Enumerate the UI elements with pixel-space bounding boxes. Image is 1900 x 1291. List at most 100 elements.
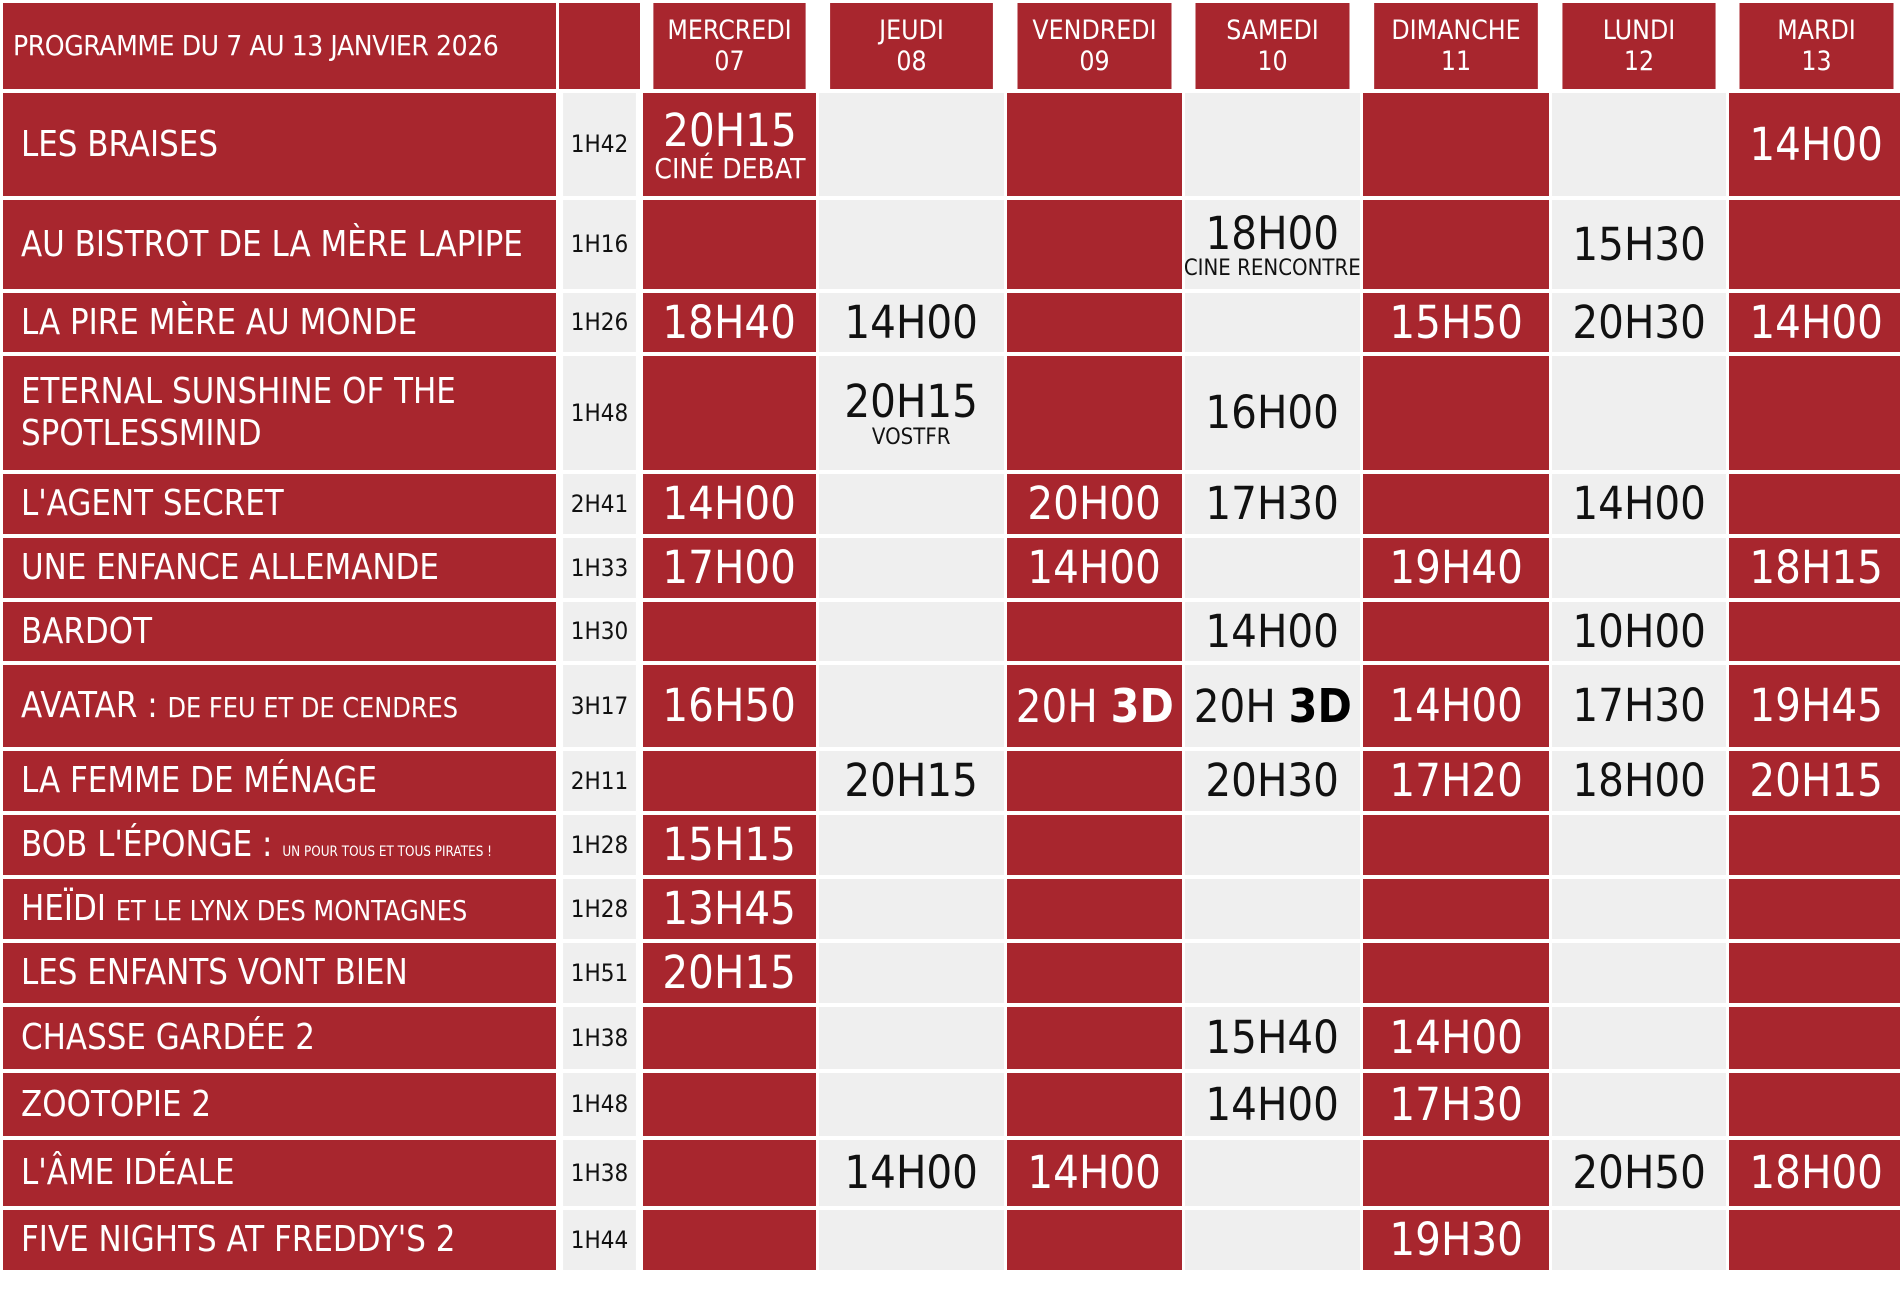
movie-title-cell: AVATAR : DE FEU ET DE CENDRES (3, 665, 556, 747)
movie-duration: 1H48 (563, 356, 636, 470)
showtime-time: 15H30 (1572, 217, 1706, 271)
showtime-cell-dimanche: 14H00 (1363, 1007, 1549, 1069)
showtime: 14H00 (1206, 1080, 1340, 1130)
showtime-cell-lundi: 10H00 (1552, 602, 1726, 661)
showtime-cell-mercredi (643, 1140, 816, 1206)
showtime-time: 20H (1015, 679, 1098, 733)
movie-duration: 1H42 (563, 93, 636, 196)
showtime-cell-samedi: 20H 3D (1185, 665, 1360, 747)
day-header-jeudi: JEUDI 08 (830, 3, 993, 89)
showtime-time: 13H45 (662, 882, 797, 936)
showtime-note: CINÉ DEBAT (653, 152, 806, 186)
showtime-time: 20H15 (844, 754, 979, 808)
showtime: 20H30 (1206, 756, 1340, 806)
movie-title-cell: LES BRAISES (3, 93, 556, 196)
showtime: 14H00 (663, 479, 797, 529)
movie-title-main: HEÏDI (21, 888, 116, 930)
movie-title-cell: BOB L'ÉPONGE : UN POUR TOUS ET TOUS PIRA… (3, 815, 556, 875)
showtime: 14H00 (1389, 1013, 1523, 1063)
showtime-cell-lundi (1552, 538, 1726, 598)
showtime-cell-jeudi (819, 665, 1004, 747)
showtime-cell-vendredi (1007, 602, 1182, 661)
showtime-cell-mercredi (643, 602, 816, 661)
showtime: 20H15 CINÉ DEBAT (654, 106, 805, 184)
showtime-cell-samedi (1185, 1210, 1360, 1270)
showtime-cell-mardi (1729, 815, 1900, 875)
showtime: 20H15 (845, 756, 979, 806)
showtime: 15H40 (1206, 1013, 1340, 1063)
showtime-cell-dimanche (1363, 943, 1549, 1003)
movie-duration: 1H16 (563, 200, 636, 289)
showtime-cell-jeudi (819, 93, 1004, 196)
showtime-cell-lundi: 20H50 (1552, 1140, 1726, 1206)
movie-title-cell: L'ÂME IDÉALE (3, 1140, 556, 1206)
showtime-time: 15H50 (1389, 295, 1523, 349)
showtime-cell-lundi: 14H00 (1552, 474, 1726, 534)
showtime-cell-mardi: 18H00 (1729, 1140, 1900, 1206)
showtime-cell-dimanche: 17H20 (1363, 751, 1549, 811)
movie-duration: 1H51 (563, 943, 636, 1003)
showtime-cell-samedi: 14H00 (1185, 1073, 1360, 1136)
showtime: 14H00 (845, 1148, 979, 1198)
showtime-cell-vendredi (1007, 1210, 1182, 1270)
movie-title: UNE ENFANCE ALLEMANDE (21, 547, 439, 589)
showtime-cell-jeudi (819, 602, 1004, 661)
showtime-cell-vendredi (1007, 293, 1182, 352)
showtime-cell-dimanche: 15H50 (1363, 293, 1549, 352)
movie-title-cell: BARDOT (3, 602, 556, 661)
showtime-cell-mardi (1729, 879, 1900, 939)
showtime-cell-mercredi (643, 356, 816, 470)
day-name: SAMEDI (1226, 14, 1319, 46)
showtime-time: 14H00 (1389, 1011, 1523, 1065)
movie-duration: 2H41 (563, 474, 636, 534)
showtime-cell-mercredi: 20H15 CINÉ DEBAT (643, 93, 816, 196)
showtime-cell-dimanche (1363, 879, 1549, 939)
showtime: 20H30 (1572, 298, 1706, 348)
showtime-cell-samedi (1185, 879, 1360, 939)
showtime: 14H00 (1028, 1148, 1162, 1198)
showtime: 20H15 (663, 948, 797, 998)
movie-title: LA FEMME DE MÉNAGE (21, 760, 378, 802)
showtime: 18H00 (1750, 1148, 1884, 1198)
showtime-time: 15H40 (1205, 1011, 1340, 1065)
showtime-time: 17H00 (662, 541, 797, 595)
showtime-cell-mercredi (643, 200, 816, 289)
showtime: 13H45 (663, 884, 797, 934)
showtime-cell-mardi: 18H15 (1729, 538, 1900, 598)
movie-duration: 3H17 (563, 665, 636, 747)
day-header-vendredi: VENDREDI 09 (1017, 3, 1172, 89)
showtime-cell-mercredi (643, 751, 816, 811)
showtime-cell-jeudi (819, 538, 1004, 598)
showtime-cell-jeudi (819, 1210, 1004, 1270)
showtime: 17H20 (1389, 756, 1523, 806)
showtime: 18H40 (663, 298, 797, 348)
showtime-cell-vendredi (1007, 1073, 1182, 1136)
programme-title: PROGRAMME DU 7 AU 13 JANVIER 2026 (3, 3, 556, 89)
showtime-cell-lundi (1552, 943, 1726, 1003)
showtime-time: 16H50 (662, 679, 797, 733)
showtime-cell-lundi (1552, 1007, 1726, 1069)
showtime: 15H15 (663, 820, 797, 870)
movie-duration: 1H44 (563, 1210, 636, 1270)
format-3d-badge: 3D (1288, 678, 1352, 733)
showtime-cell-dimanche (1363, 93, 1549, 196)
showtime: 14H00 (845, 298, 979, 348)
day-name: DIMANCHE (1391, 14, 1521, 46)
showtime-cell-mardi (1729, 1073, 1900, 1136)
showtime-cell-vendredi (1007, 751, 1182, 811)
showtime: 17H30 (1206, 479, 1340, 529)
showtime-cell-mercredi (643, 1073, 816, 1136)
showtime: 18H00 CINE RENCONTRE (1185, 209, 1360, 281)
movie-duration: 1H48 (563, 1073, 636, 1136)
showtime-cell-mercredi: 17H00 (643, 538, 816, 598)
movie-duration: 1H30 (563, 602, 636, 661)
movie-title: LA PIRE MÈRE AU MONDE (21, 301, 418, 343)
showtime-cell-lundi (1552, 356, 1726, 470)
showtime-time: 14H00 (1749, 117, 1884, 171)
showtime-cell-samedi: 20H30 (1185, 751, 1360, 811)
showtime-cell-jeudi (819, 815, 1004, 875)
movie-title-main: AVATAR : (21, 685, 168, 727)
showtime-cell-mercredi: 13H45 (643, 879, 816, 939)
movie-title: L'ÂME IDÉALE (21, 1152, 235, 1194)
